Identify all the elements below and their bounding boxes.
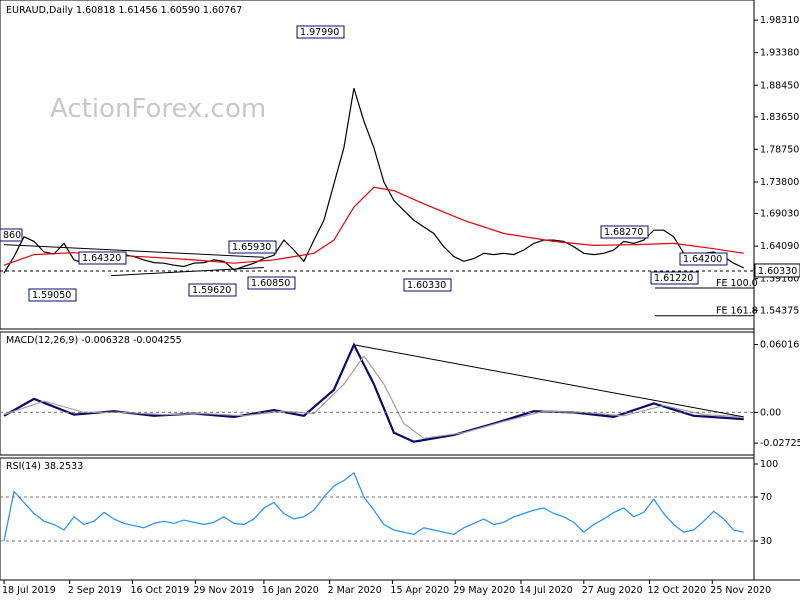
x-tick-label-0: 18 Jul 2019 (2, 585, 56, 596)
y-tick-label-2-0: 100 (760, 459, 778, 470)
annotation-box-2 (228, 240, 277, 254)
price-panel-title: EURAUD,Daily 1.60818 1.61456 1.60590 1.6… (6, 5, 242, 16)
x-tick-label-10: 12 Oct 2020 (647, 585, 706, 596)
annotation-box-9 (28, 288, 77, 302)
annotation-box-7 (247, 276, 296, 290)
y-tick-label-0-7: 1.64090 (760, 241, 799, 252)
x-tick-label-7: 29 May 2020 (453, 585, 515, 596)
annotation-box-8 (188, 283, 237, 297)
x-tick-label-2: 16 Oct 2019 (131, 585, 190, 596)
x-tick-label-9: 27 Aug 2020 (582, 585, 643, 596)
x-tick-label-11: 25 Nov 2020 (710, 585, 771, 596)
x-tick-label-5: 2 Mar 2020 (328, 585, 382, 596)
y-tick-label-0-9: 1.54375 (760, 305, 799, 316)
current-price-label: 1.60330 (758, 266, 797, 277)
trendline-1-0 (353, 344, 744, 418)
annotation-label-2: 1.65930 (232, 242, 271, 253)
y-tick-label-0-8: 1.59160 (760, 274, 799, 285)
y-tick-label-1-0: 0.060165 (760, 340, 800, 351)
annotation-label-8: 1.59620 (192, 285, 231, 296)
annotation-label-6: 1.60330 (407, 280, 446, 291)
y-tick-label-0-5: 1.73800 (760, 177, 799, 188)
y-tick-label-0-6: 1.69030 (760, 209, 799, 220)
series-layer (3, 88, 744, 542)
y-tick-label-0-1: 1.93380 (760, 48, 799, 59)
annotation-box-5 (650, 271, 699, 285)
annotation-label-1: 1.68270 (604, 227, 643, 238)
annotation-box-3 (78, 251, 127, 265)
annotation-box-10 (0, 228, 23, 242)
fe-label-1: FE 161.8 (716, 306, 758, 317)
annotation-label-7: 1.60850 (251, 278, 290, 289)
y-tick-label-0-0: 1.98310 (760, 15, 799, 26)
annotation-label-3: 1.64320 (82, 253, 121, 264)
annotation-box-1 (600, 225, 649, 239)
macd-panel-title: MACD(12,26,9) -0.006328 -0.004255 (6, 335, 182, 346)
y-tick-label-2-2: 30 (760, 536, 772, 547)
annotations-layer: FE 100.0 FE 161.8 1.97990 1.68270 1.65930 1.6… (0, 25, 758, 542)
y-tick-label-0-4: 1.78750 (760, 144, 799, 155)
annotation-label-4: 1.64200 (683, 254, 722, 265)
annotation-label-9: 1.59050 (32, 290, 71, 301)
y-tick-label-2-1: 70 (760, 492, 772, 503)
y-tick-label-0-3: 1.83650 (760, 112, 799, 123)
annotation-box-0 (296, 25, 345, 39)
annotation-box-4 (679, 252, 728, 266)
y-tick-label-1-2: -0.02725 (760, 438, 800, 449)
annotation-label-10: 860 (3, 230, 21, 241)
annotation-box-6 (403, 278, 452, 292)
y-tick-label-0-2: 1.88450 (760, 80, 799, 91)
series-line-0-0 (3, 88, 744, 274)
rsi-panel-title: RSI(14) 38.2533 (6, 461, 83, 472)
series-line-2-0 (3, 471, 744, 542)
x-tick-label-4: 16 Jan 2020 (262, 585, 319, 596)
trendline-0-1 (111, 267, 264, 277)
annotation-label-5: 1.61220 (654, 273, 693, 284)
series-line-0-1 (3, 186, 744, 266)
x-tick-label-3: 29 Nov 2019 (193, 585, 254, 596)
fe-label-0: FE 100.0 (716, 278, 758, 289)
x-tick-label-1: 2 Sep 2019 (68, 585, 122, 596)
x-tick-label-6: 15 Apr 2020 (390, 585, 449, 596)
y-tick-label-1-1: 0.00 (760, 407, 781, 418)
annotation-label-0: 1.97990 (300, 27, 339, 38)
x-tick-label-8: 14 Jul 2020 (519, 585, 573, 596)
trendline-0-0 (3, 244, 264, 258)
current-price-box (754, 263, 800, 278)
watermark-text: ActionForex.com (50, 94, 266, 124)
series-line-1-1 (3, 354, 744, 439)
